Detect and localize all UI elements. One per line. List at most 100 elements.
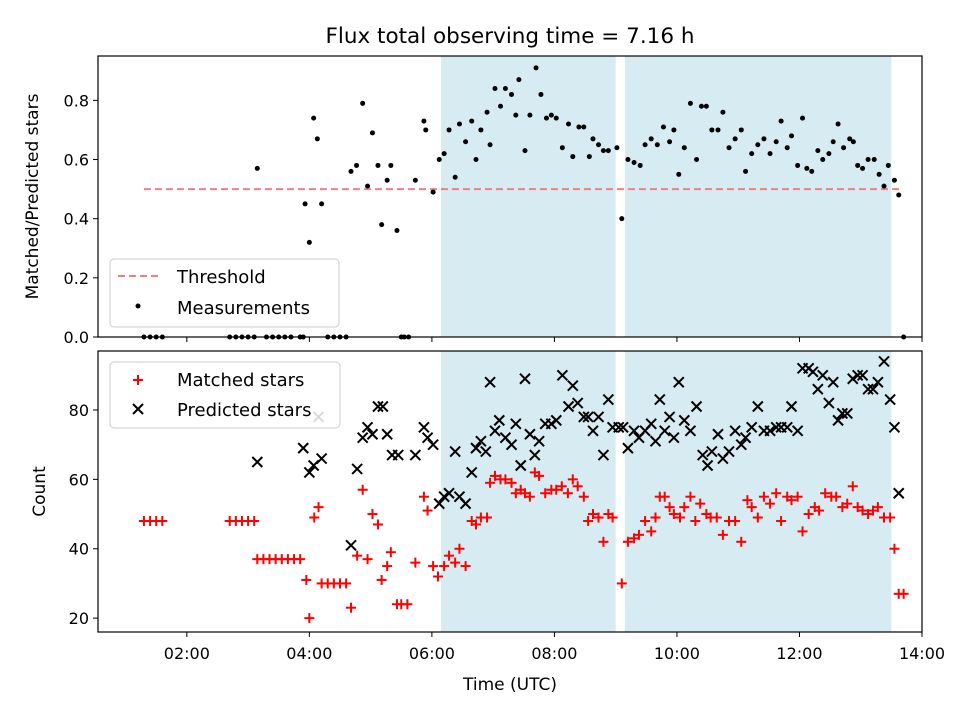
y-tick-label: 60 <box>69 470 89 489</box>
matched-star-marker <box>556 481 567 492</box>
measurement-point <box>654 142 660 148</box>
matched-star-marker <box>872 502 883 513</box>
measurement-point <box>619 216 625 222</box>
matched-star-marker <box>524 491 535 502</box>
top-y-axis-ticks: 0.0 0.2 0.4 0.6 0.8 <box>64 91 98 347</box>
measurement-point <box>820 157 826 163</box>
measurement-point <box>871 157 877 163</box>
measurement-point <box>860 165 866 171</box>
measurement-point <box>302 201 308 207</box>
matched-star-marker <box>814 505 825 516</box>
predicted-star-marker <box>770 421 782 434</box>
measurement-point <box>885 162 891 168</box>
predicted-star-marker <box>658 425 671 437</box>
predicted-star-marker <box>550 414 562 427</box>
predicted-star-marker <box>645 418 657 430</box>
matched-star-marker <box>679 502 690 513</box>
measurement-point <box>314 136 320 142</box>
measurement-point <box>566 121 572 127</box>
predicted-star-marker <box>663 411 676 423</box>
measurement-point <box>738 127 744 133</box>
matched-star-marker <box>736 536 747 547</box>
observing-window <box>441 56 616 337</box>
predicted-star-marker <box>847 373 859 385</box>
predicted-star-marker <box>851 369 864 381</box>
top-shaded-intervals <box>441 56 892 337</box>
bottom-legend: Matched stars Predicted stars <box>109 361 341 429</box>
predicted-star-marker <box>668 432 680 444</box>
measurement-point <box>384 177 390 183</box>
matched-star-marker <box>572 481 583 492</box>
predicted-star-marker <box>519 373 531 385</box>
measurement-point <box>596 142 602 148</box>
measurement-point <box>394 228 400 234</box>
measurement-point <box>660 124 666 130</box>
predicted-star-marker <box>493 414 505 427</box>
matched-star-marker <box>578 491 589 502</box>
predicted-star-marker <box>878 355 890 368</box>
measurement-point <box>732 136 738 142</box>
measurement-point <box>527 112 533 118</box>
predicted-star-marker <box>361 421 374 434</box>
matched-star-marker <box>352 550 363 561</box>
predicted-star-marker <box>862 383 874 395</box>
measurement-point <box>865 157 871 163</box>
predicted-star-marker <box>377 400 389 413</box>
legend-matched-label: Matched stars <box>177 370 304 391</box>
predicted-star-marker <box>466 466 478 479</box>
top-plot-frame <box>97 55 923 338</box>
matched-star-marker <box>534 470 545 481</box>
predicted-star-marker <box>562 400 575 413</box>
matched-star-marker <box>506 477 517 488</box>
predicted-star-marker <box>529 449 541 461</box>
matched-star-marker <box>776 515 787 526</box>
predicted-star-marker <box>701 459 714 472</box>
predicted-star-marker <box>381 428 393 440</box>
measurement-point <box>375 162 381 168</box>
predicted-star-marker <box>409 449 422 461</box>
legend-threshold-label: Threshold <box>176 267 266 288</box>
predicted-star-marker <box>723 445 735 458</box>
matched-star-marker <box>622 536 633 547</box>
measurement-point <box>522 148 528 154</box>
x-tick-label: 10:00 <box>654 644 700 663</box>
measurement-point <box>553 115 559 121</box>
predicted-star-marker <box>592 411 605 423</box>
measurement-point <box>581 124 587 130</box>
predicted-star-marker <box>628 425 640 437</box>
measurement-point <box>896 192 902 198</box>
measurement-point <box>809 168 815 174</box>
y-tick-label: 40 <box>69 540 89 559</box>
chart-title: Flux total observing time = 7.16 h <box>326 24 695 49</box>
measurement-point <box>648 136 654 142</box>
matched-star-marker <box>730 515 741 526</box>
measurement-point <box>498 103 504 109</box>
predicted-star-marker <box>867 383 879 395</box>
x-axis-label: Time (UTC) <box>462 675 557 695</box>
predicted-star-marker <box>571 397 584 409</box>
measurement-point <box>726 145 732 151</box>
measurement-point <box>778 118 784 124</box>
measurement-point <box>379 222 385 228</box>
predicted-star-marker <box>706 445 718 458</box>
measurement-point <box>876 171 882 177</box>
matched-star-marker <box>402 599 413 610</box>
measurement-point <box>815 148 821 154</box>
matched-star-marker <box>460 561 471 572</box>
measurement-point <box>412 177 418 183</box>
matched-star-marker <box>433 571 444 582</box>
predicted-star-marker <box>817 369 829 381</box>
matched-star-marker <box>588 509 599 520</box>
matched-star-marker <box>675 512 686 523</box>
matched-star-marker <box>418 491 429 502</box>
matched-star-marker <box>889 543 900 554</box>
matched-star-marker <box>758 491 769 502</box>
measurement-point <box>773 139 779 145</box>
predicted-star-marker <box>443 487 455 499</box>
matched-star-marker <box>765 498 776 509</box>
predicted-star-marker <box>315 452 328 465</box>
predicted-star-marker <box>673 376 685 388</box>
matched-star-marker <box>376 574 387 585</box>
matched-star-marker <box>249 515 260 526</box>
y-tick-label: 0.4 <box>64 210 89 229</box>
